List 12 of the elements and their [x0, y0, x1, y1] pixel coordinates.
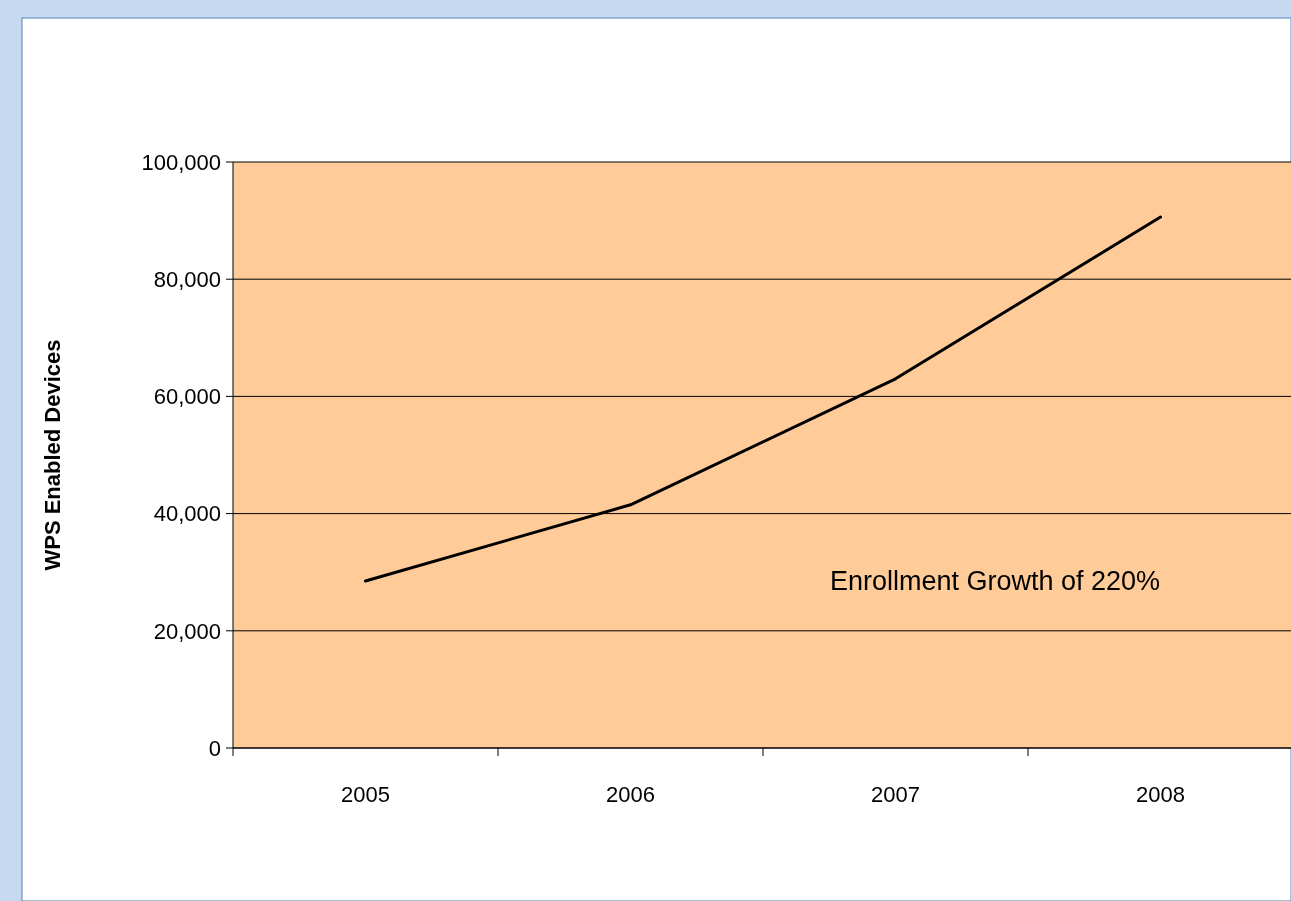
y-tick-label: 60,000	[153, 384, 221, 410]
x-tick-label: 2008	[1136, 782, 1185, 807]
x-tick-label: 2007	[871, 782, 920, 807]
x-tick-label: 2006	[606, 782, 655, 807]
y-tick-label: 0	[208, 735, 221, 761]
y-tick-label: 80,000	[153, 266, 221, 292]
y-axis-title: WPS Enabled Devices	[40, 339, 65, 571]
x-tick-label: 2005	[341, 782, 390, 807]
annotation: Enrollment Growth of 220%	[829, 566, 1161, 596]
y-tick-label: 40,000	[153, 501, 221, 527]
y-tick-label: 20,000	[153, 618, 221, 644]
y-tick-label: 100,000	[141, 149, 221, 175]
